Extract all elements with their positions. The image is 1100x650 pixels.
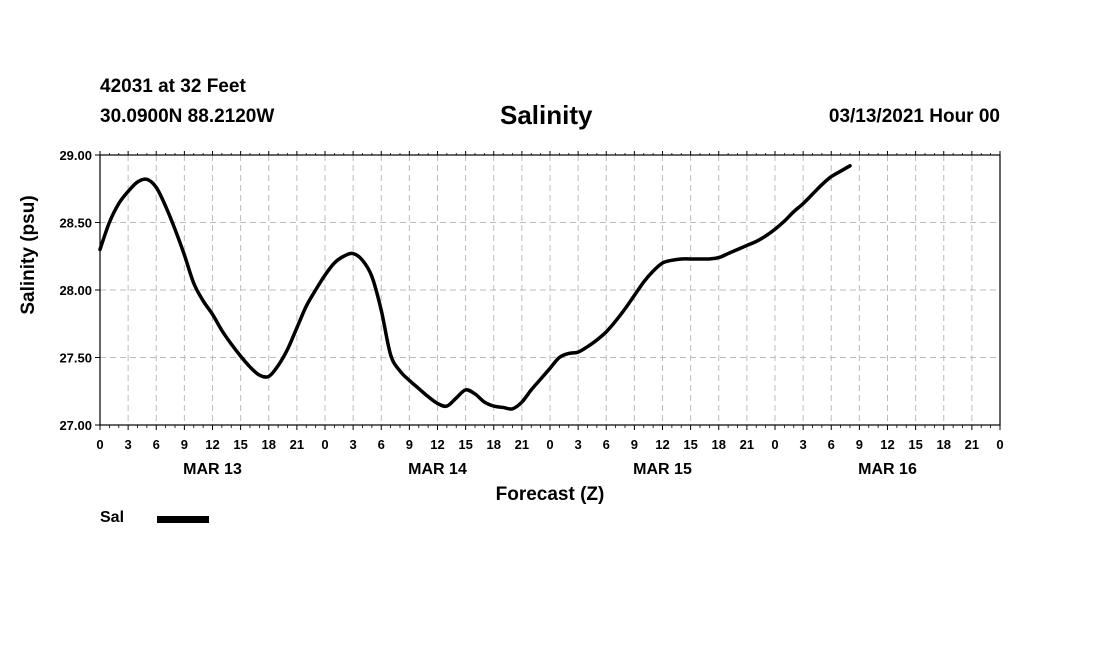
x-tick-label: 6 bbox=[603, 437, 610, 452]
legend-swatch-sal bbox=[157, 516, 210, 523]
y-tick-label: 29.00 bbox=[59, 148, 92, 163]
x-axis-label: Forecast (Z) bbox=[496, 484, 605, 505]
x-tick-label: 18 bbox=[937, 437, 951, 452]
x-tick-label: 18 bbox=[487, 437, 501, 452]
x-tick-label: 3 bbox=[350, 437, 357, 452]
y-axis-label: Salinity (psu) bbox=[18, 195, 39, 314]
x-tick-label: 15 bbox=[458, 437, 472, 452]
x-tick-label: 3 bbox=[800, 437, 807, 452]
series-layer bbox=[98, 164, 852, 411]
x-tick-label: 9 bbox=[406, 437, 413, 452]
y-tick-label: 27.00 bbox=[59, 418, 92, 433]
station-label: 42031 at 32 Feet bbox=[100, 76, 246, 97]
x-tick-label: 0 bbox=[546, 437, 553, 452]
x-tick-label: 15 bbox=[233, 437, 247, 452]
x-tick-label: 18 bbox=[712, 437, 726, 452]
day-label: MAR 16 bbox=[858, 461, 917, 478]
x-tick-label: 12 bbox=[655, 437, 669, 452]
x-tick-label: 15 bbox=[908, 437, 922, 452]
x-tick-label: 3 bbox=[575, 437, 582, 452]
station-coordinates: 30.0900N 88.2120W bbox=[100, 106, 275, 127]
x-tick-label: 21 bbox=[965, 437, 979, 452]
grid-lines bbox=[100, 155, 1000, 425]
x-tick-label: 6 bbox=[378, 437, 385, 452]
series-line-sal bbox=[98, 164, 852, 411]
day-label: MAR 14 bbox=[408, 461, 467, 478]
legend: Sal bbox=[100, 509, 210, 527]
day-label: MAR 15 bbox=[633, 461, 692, 478]
day-label: MAR 13 bbox=[183, 461, 242, 478]
y-tick-label: 28.50 bbox=[59, 216, 92, 231]
y-tick-label: 27.50 bbox=[59, 351, 92, 366]
x-tick-label: 0 bbox=[321, 437, 328, 452]
x-tick-label: 12 bbox=[430, 437, 444, 452]
y-tick-label: 28.00 bbox=[59, 283, 92, 298]
x-tick-label: 0 bbox=[771, 437, 778, 452]
x-tick-label: 18 bbox=[262, 437, 276, 452]
x-tick-label: 9 bbox=[856, 437, 863, 452]
x-tick-label: 12 bbox=[205, 437, 219, 452]
chart-title: Salinity bbox=[500, 100, 593, 130]
x-tick-label: 9 bbox=[181, 437, 188, 452]
x-tick-label: 21 bbox=[515, 437, 529, 452]
x-tick-label: 3 bbox=[125, 437, 132, 452]
legend-entry-sal: Sal bbox=[100, 509, 125, 526]
x-tick-label: 12 bbox=[880, 437, 894, 452]
x-tick-label: 6 bbox=[153, 437, 160, 452]
x-tick-label: 6 bbox=[828, 437, 835, 452]
x-tick-label: 21 bbox=[740, 437, 754, 452]
axes: 27.00 27.50 28.00 28.50 29.00 0 3 6 9 12 15 18 21 0 3 6… bbox=[59, 148, 1003, 478]
x-tick-label: 0 bbox=[96, 437, 103, 452]
x-tick-label: 0 bbox=[996, 437, 1003, 452]
x-tick-label: 9 bbox=[631, 437, 638, 452]
x-tick-label: 21 bbox=[290, 437, 304, 452]
forecast-run-time: 03/13/2021 Hour 00 bbox=[828, 106, 1000, 127]
x-tick-label: 15 bbox=[683, 437, 697, 452]
